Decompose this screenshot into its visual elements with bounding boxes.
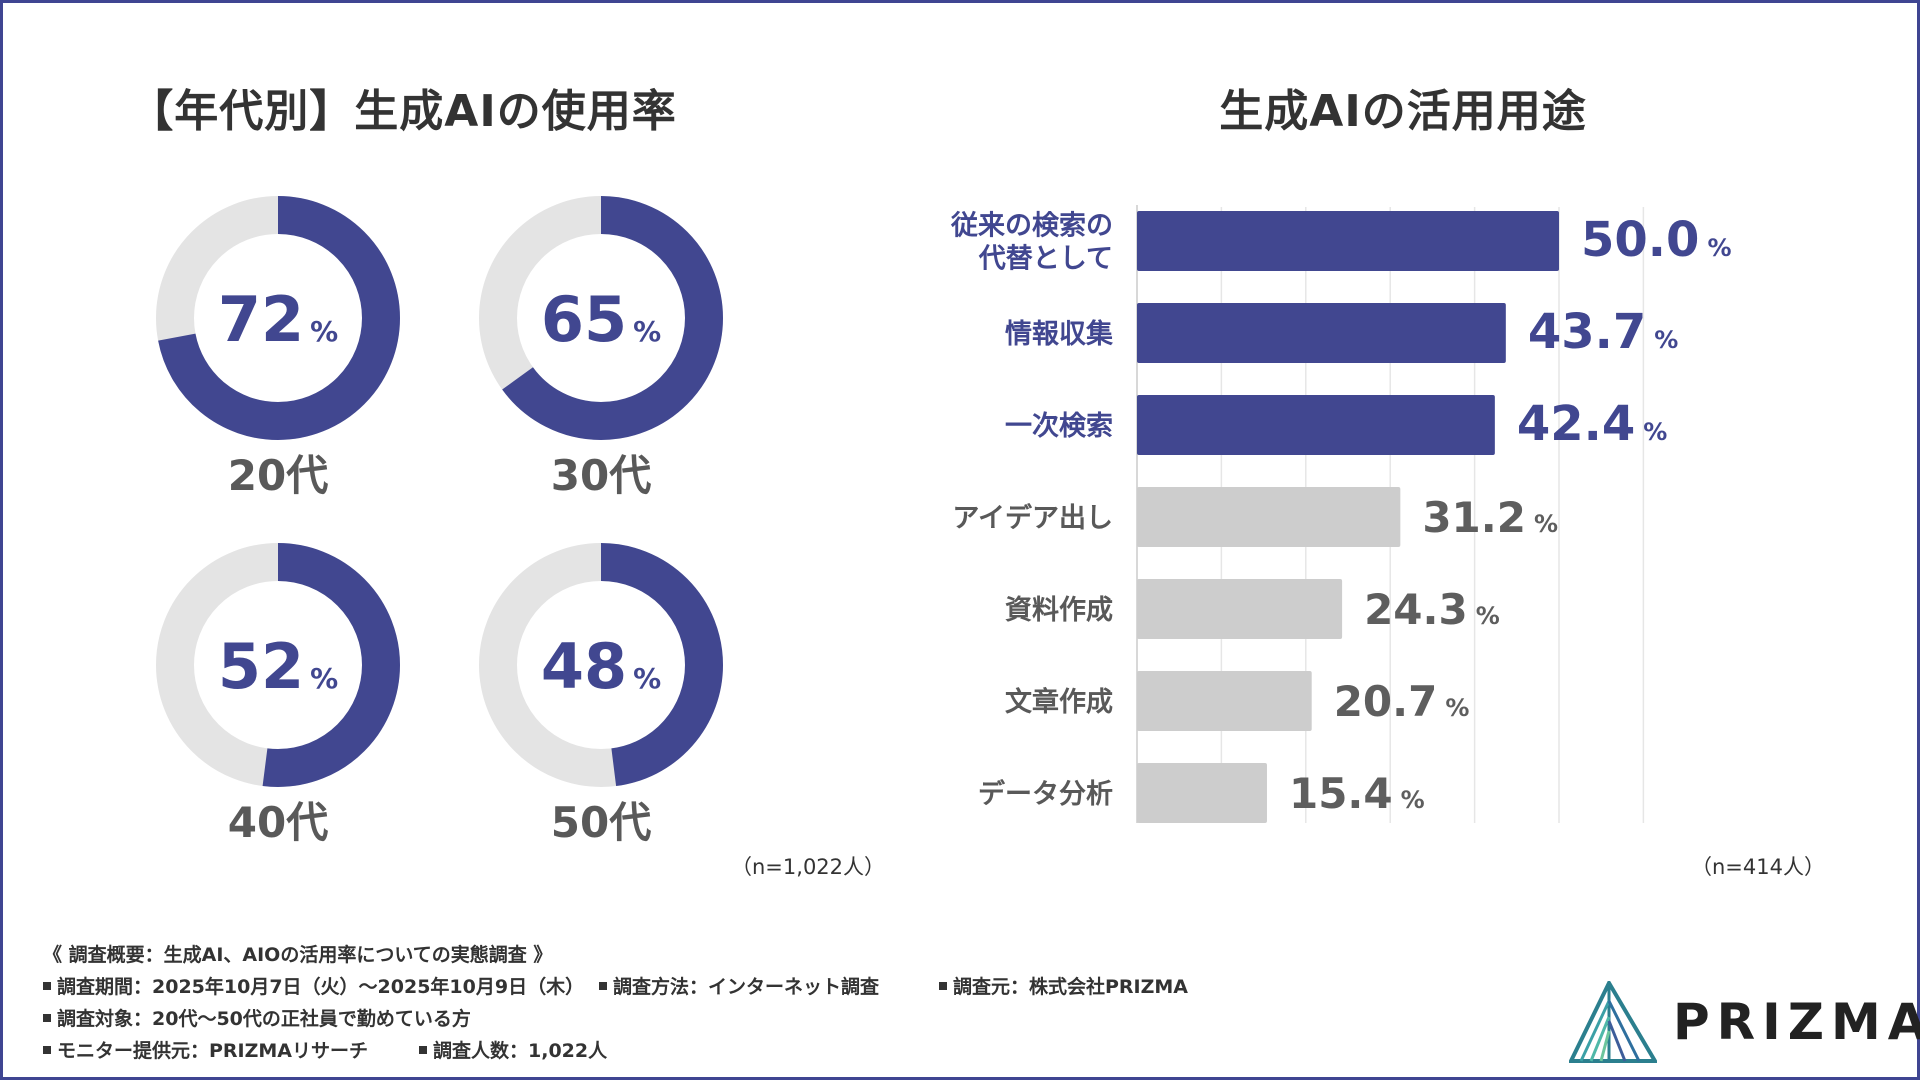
bar-value-unit: % (1534, 510, 1558, 538)
donut-2: 65 % 30代 (479, 196, 723, 500)
prism-logo-icon (1569, 981, 1657, 1063)
bar-category-label: 文章作成 (1005, 686, 1113, 718)
bar (1137, 303, 1506, 363)
bar-category-line: 一次検索 (1005, 411, 1113, 442)
bar (1137, 579, 1343, 639)
donut-3: 52 % 40代 (156, 543, 400, 847)
donut-value-unit: % (633, 662, 661, 695)
donut-value-number: 48 (541, 630, 627, 703)
age-usage-title: 【年代別】生成AIの使用率 (129, 86, 677, 137)
bar-group: アイデア出し 31.2% (952, 487, 1558, 547)
donut-label: 30代 (551, 451, 651, 500)
bar-category-line: 資料作成 (1005, 595, 1113, 626)
survey-period: 調査期間：2025年10月7日（火）〜2025年10月9日（木） (57, 976, 585, 998)
bar-category-label: データ分析 (978, 778, 1113, 810)
donut-value-number: 65 (541, 283, 627, 356)
bar-group: 資料作成 24.3% (1005, 579, 1500, 639)
bar (1137, 211, 1559, 271)
bar (1137, 763, 1267, 823)
bar-category-label: アイデア出し (952, 502, 1113, 534)
logo-text: PRIZMA (1673, 993, 1920, 1051)
bar-value-label: 43.7% (1528, 304, 1678, 360)
donut-value-number: 52 (218, 630, 304, 703)
survey-heading: 《 調査概要：生成AI、AIOの活用率についての実態調査 》 (43, 944, 553, 966)
bar-value-label: 31.2% (1422, 493, 1558, 542)
donut-segment (156, 196, 400, 440)
bar-category-line: 文章作成 (1005, 686, 1113, 718)
survey-target: 調査対象：20代〜50代の正社員で勤めている方 (57, 1008, 471, 1030)
survey-provider: モニター提供元：PRIZMAリサーチ (57, 1040, 369, 1062)
bar-category-line: データ分析 (978, 778, 1113, 810)
bar-value-unit: % (1654, 326, 1678, 354)
bar-value-number: 20.7 (1334, 677, 1438, 726)
bar-group: 文章作成 20.7% (1005, 671, 1469, 731)
bar-category-label: 従来の検索の代替として (950, 211, 1113, 275)
donut-label: 20代 (228, 451, 328, 500)
donut-segment (479, 543, 723, 787)
bar-category-line: 従来の検索の (950, 211, 1113, 242)
survey-conductor: 調査元：株式会社PRIZMA (953, 976, 1189, 998)
bar-value-unit: % (1401, 786, 1425, 814)
donut-value: 65% (541, 283, 661, 356)
donut-label: 50代 (551, 798, 651, 847)
bar-value-number: 42.4 (1517, 396, 1635, 452)
donut-value-unit: % (310, 315, 338, 348)
bar-category-label: 資料作成 (1005, 595, 1113, 626)
bar-category-label: 一次検索 (1005, 411, 1113, 442)
donut-segment (156, 543, 400, 787)
bar-category-line: 情報収集 (1005, 318, 1114, 350)
bar-group: 一次検索 42.4% (1005, 395, 1667, 455)
donut-label: 40代 (228, 798, 328, 847)
bar-value-number: 31.2 (1422, 493, 1526, 542)
bar-value-number: 24.3 (1364, 585, 1468, 634)
bar-value-label: 42.4% (1517, 396, 1667, 452)
donut-1: 72 % 20代 (156, 196, 400, 500)
donut-value-number: 72 (218, 283, 304, 356)
donut-value: 72% (218, 283, 338, 356)
bar-value-unit: % (1476, 602, 1500, 630)
bar-value-label: 24.3% (1364, 585, 1500, 634)
bar-category-line: アイデア出し (952, 502, 1113, 534)
prizma-logo: PRIZMA (1569, 981, 1920, 1063)
bar-group: 情報収集 43.7% (1005, 303, 1678, 363)
bar-value-label: 15.4% (1289, 769, 1425, 818)
usage-purpose-title: 生成AIの活用用途 (1219, 86, 1587, 137)
donut-4: 48 % 50代 (479, 543, 723, 847)
bar-value-number: 50.0 (1581, 212, 1699, 268)
donut-value: 48% (541, 630, 661, 703)
bar (1137, 671, 1312, 731)
bar-value-label: 20.7% (1334, 677, 1470, 726)
bar-value-unit: % (1643, 418, 1667, 446)
bar (1137, 487, 1401, 547)
usage-sample-size: （n=414人） (1691, 855, 1825, 879)
bar-value-unit: % (1707, 234, 1731, 262)
bar-value-number: 15.4 (1289, 769, 1393, 818)
bar-group: 従来の検索の代替として 50.0% (950, 211, 1731, 275)
bar-value-number: 43.7 (1528, 304, 1646, 360)
survey-summary: 《 調査概要：生成AI、AIOの活用率についての実態調査 》 調査期間：2025… (43, 939, 1188, 1067)
bar-category-label: 情報収集 (1005, 318, 1114, 350)
bar (1137, 395, 1495, 455)
bar-value-label: 50.0% (1581, 212, 1731, 268)
bar-group: データ分析 15.4% (978, 763, 1425, 823)
donut-value-unit: % (633, 315, 661, 348)
age-sample-size: （n=1,022人） (731, 855, 886, 879)
bar-category-line: 代替として (978, 244, 1113, 275)
bar-value-unit: % (1445, 694, 1469, 722)
donut-value: 52% (218, 630, 338, 703)
donut-value-unit: % (310, 662, 338, 695)
usage-bar-chart: 従来の検索の代替として 50.0 %情報収集 43.7 %一次検索 42.4 %アイデア出し… (950, 205, 1731, 823)
donut-charts: 72 % 20代 65 % 30代 52 % 40代 48 % 50代 (156, 196, 723, 847)
survey-method: 調査方法：インターネット調査 (613, 976, 880, 998)
donut-segment (479, 196, 723, 440)
survey-respondents: 調査人数：1,022人 (433, 1040, 608, 1062)
